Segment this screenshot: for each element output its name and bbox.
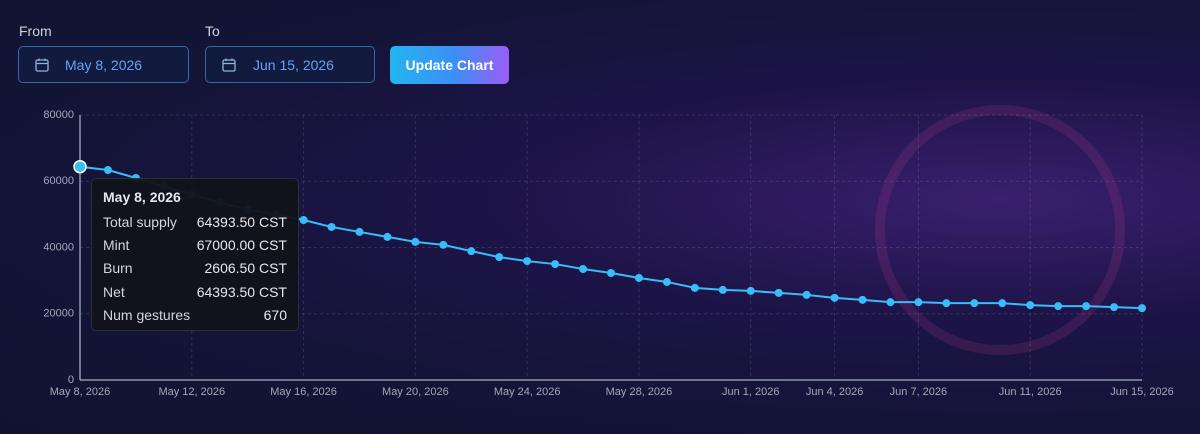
y-tick-label: 80000 xyxy=(43,109,74,121)
point xyxy=(103,165,112,174)
tooltip-row: Num gestures 670 xyxy=(103,307,287,330)
point xyxy=(942,299,951,308)
point xyxy=(607,269,615,278)
point xyxy=(830,293,839,302)
point xyxy=(998,299,1007,308)
x-tick-label: Jun 11, 2026 xyxy=(999,386,1062,398)
to-date-input[interactable]: Jun 15, 2026 xyxy=(205,46,375,83)
point xyxy=(802,290,811,299)
point xyxy=(467,247,476,256)
from-label: From xyxy=(19,23,52,39)
to-date-value: Jun 15, 2026 xyxy=(253,57,334,73)
x-tick-label: May 28, 2026 xyxy=(606,386,673,398)
x-tick-label: May 24, 2026 xyxy=(494,386,561,398)
tooltip-row: Net 64393.50 CST xyxy=(103,284,287,307)
point xyxy=(411,237,420,246)
point xyxy=(1082,302,1091,311)
y-tick-label: 0 xyxy=(68,374,74,386)
tooltip-key: Net xyxy=(103,283,125,300)
decor-ring xyxy=(875,105,1125,355)
tooltip-key: Total supply xyxy=(103,214,177,230)
from-date-input[interactable]: May 8, 2026 xyxy=(18,46,189,83)
tooltip-key: Num gestures xyxy=(103,306,191,323)
point xyxy=(634,273,643,282)
point xyxy=(858,295,867,304)
point xyxy=(718,285,727,294)
point xyxy=(383,232,392,241)
to-label: To xyxy=(205,23,220,39)
point xyxy=(439,240,448,249)
point xyxy=(690,283,699,292)
point xyxy=(970,299,979,308)
x-tick-label: May 16, 2026 xyxy=(270,386,337,398)
x-tick-label: May 8, 2026 xyxy=(50,386,111,398)
x-tick-label: Jun 1, 2026 xyxy=(722,386,780,398)
x-tick-label: Jun 4, 2026 xyxy=(806,386,864,398)
tooltip-value: 64393.50 CST xyxy=(196,283,287,300)
point xyxy=(914,298,923,307)
tooltip-value: 2606.50 CST xyxy=(204,260,288,277)
point xyxy=(73,159,87,174)
y-tick-label: 20000 xyxy=(43,308,74,320)
x-tick-label: Jun 7, 2026 xyxy=(890,386,948,398)
point xyxy=(523,257,532,266)
tooltip-row: Total supply 64393.50 CST xyxy=(103,214,287,237)
x-tick-label: May 20, 2026 xyxy=(382,386,449,398)
point xyxy=(495,253,504,262)
tooltip: May 8, 2026 Total supply 64393.50 CST Mint… xyxy=(91,178,299,331)
point xyxy=(1026,301,1035,310)
y-tick-label: 40000 xyxy=(43,241,74,253)
point xyxy=(327,222,336,231)
point xyxy=(1054,302,1063,311)
tooltip-key: Mint xyxy=(103,237,130,254)
point xyxy=(551,260,560,269)
point xyxy=(886,298,895,307)
tooltip-value: 67000.00 CST xyxy=(196,237,287,254)
update-chart-button[interactable]: Update Chart xyxy=(390,46,509,84)
tooltip-value: 64393.50 CST xyxy=(196,214,287,230)
point xyxy=(774,288,783,297)
tooltip-row: Burn 2606.50 CST xyxy=(103,260,287,283)
tooltip-key: Burn xyxy=(103,260,133,277)
y-tick-label: 60000 xyxy=(43,175,74,187)
point xyxy=(579,265,588,274)
point xyxy=(355,227,364,236)
from-date-value: May 8, 2026 xyxy=(65,57,143,73)
point xyxy=(746,286,755,295)
tooltip-title: May 8, 2026 xyxy=(103,189,181,205)
point xyxy=(299,216,308,225)
tooltip-value: 670 xyxy=(263,306,287,323)
tooltip-row: Mint 67000.00 CST xyxy=(103,237,287,260)
x-tick-label: Jun 15, 2026 xyxy=(1110,386,1174,398)
point xyxy=(1110,303,1119,312)
calendar-icon xyxy=(222,58,236,72)
point xyxy=(1138,304,1146,313)
point xyxy=(662,277,671,286)
calendar-icon xyxy=(35,58,49,72)
x-tick-label: May 12, 2026 xyxy=(158,386,225,398)
